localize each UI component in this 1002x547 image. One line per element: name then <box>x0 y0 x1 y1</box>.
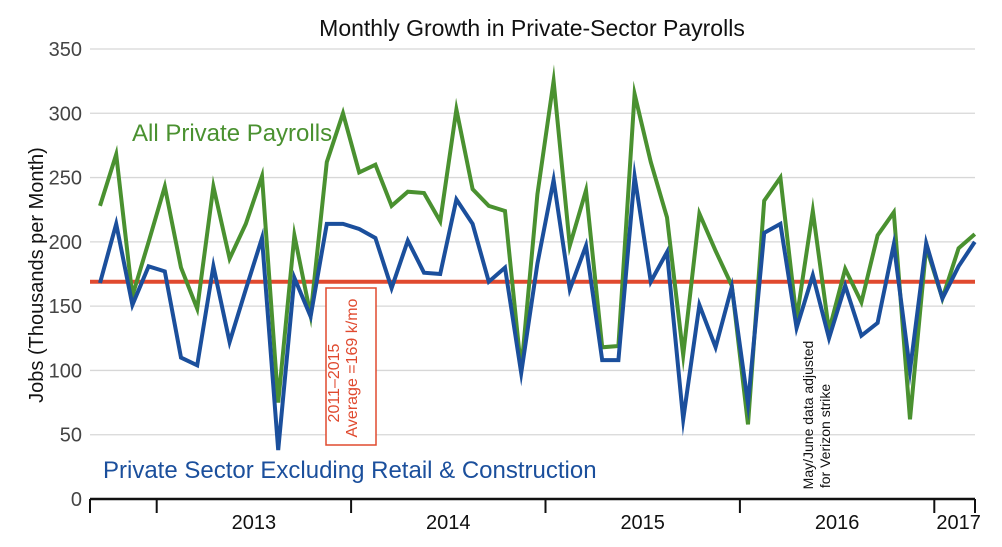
annotation-line1: May/June data adjusted <box>800 341 816 490</box>
y-tick-label: 150 <box>49 296 82 318</box>
x-tick-marks <box>89 499 976 513</box>
y-tick-label: 100 <box>49 360 82 382</box>
y-tick-label: 0 <box>71 489 82 511</box>
year-label: 2014 <box>426 512 471 534</box>
y-tick-labels: 0 50 100 150 200 250 300 350 <box>49 39 82 511</box>
year-label: 2017 <box>936 512 981 534</box>
y-tick-label: 350 <box>49 39 82 61</box>
year-label: 2016 <box>815 512 860 534</box>
year-label: 2015 <box>620 512 665 534</box>
chart-title: Monthly Growth in Private-Sector Payroll… <box>319 15 745 41</box>
series-label-excl-retail-construction: Private Sector Excluding Retail & Constr… <box>103 457 597 484</box>
y-tick-label: 50 <box>60 425 82 447</box>
y-tick-label: 200 <box>49 232 82 254</box>
verizon-annotation: May/June data adjusted for Verizon strik… <box>800 341 833 490</box>
y-tick-label: 300 <box>49 103 82 125</box>
series-label-all-private: All Private Payrolls <box>132 120 332 147</box>
series-line-excl-retail-construction <box>98 159 977 451</box>
year-label: 2013 <box>232 512 277 534</box>
average-label-line1: 2011–2015 <box>326 343 343 422</box>
average-label-box <box>325 287 377 446</box>
y-axis-label: Jobs (Thousands per Month) <box>26 147 48 403</box>
annotation-line2: for Verizon strike <box>817 384 833 488</box>
series-lines <box>98 64 977 451</box>
average-label-line2: Average =169 k/mo <box>344 298 361 437</box>
average-label: 2011–2015 Average =169 k/mo <box>325 287 377 446</box>
x-tick-labels: 2013 2014 2015 2016 2017 <box>232 512 981 534</box>
y-tick-label: 250 <box>49 168 82 190</box>
